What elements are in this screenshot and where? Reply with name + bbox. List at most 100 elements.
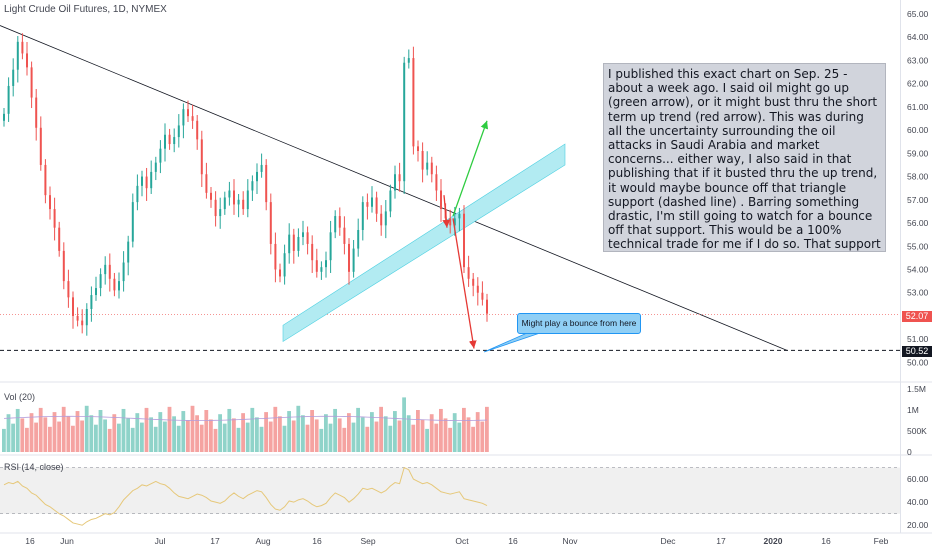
volume-bar xyxy=(38,407,43,452)
volume-bar xyxy=(452,413,457,452)
volume-bar xyxy=(388,425,393,452)
candle-body xyxy=(113,278,116,291)
price-tick-label: 62.00 xyxy=(907,79,929,89)
volume-bar xyxy=(301,415,305,452)
volume-bar xyxy=(29,413,34,452)
candle-body xyxy=(412,58,415,147)
candle-body xyxy=(458,213,461,219)
volume-tick-label: 1M xyxy=(907,405,919,415)
candle-body xyxy=(472,278,475,286)
volume-bar xyxy=(457,422,462,452)
volume-bar xyxy=(291,420,296,452)
annotation-note[interactable]: I published this exact chart on Sep. 25 … xyxy=(603,63,886,252)
volume-bar xyxy=(259,426,264,452)
volume-bar xyxy=(227,408,232,452)
volume-bar xyxy=(278,416,282,452)
volume-bar xyxy=(172,416,176,452)
candle-body xyxy=(108,264,111,279)
candle-body xyxy=(435,174,438,191)
candle-body xyxy=(417,146,419,152)
volume-bar xyxy=(163,421,167,452)
candle-body xyxy=(12,69,15,86)
volume-bar xyxy=(466,417,471,452)
candle-body xyxy=(173,137,176,145)
volume-bar xyxy=(485,406,489,452)
candle-body xyxy=(274,243,277,270)
volume-ma-line xyxy=(3,415,488,421)
volume-bar xyxy=(190,405,195,452)
callout-pointer xyxy=(483,332,541,353)
volume-bar xyxy=(393,411,397,452)
candle-body xyxy=(150,171,153,189)
volume-bar xyxy=(209,419,213,452)
volume-bar xyxy=(140,422,144,452)
volume-bar xyxy=(52,412,57,452)
candle-body xyxy=(389,190,392,212)
candle-body xyxy=(306,232,309,244)
candle-body xyxy=(53,209,56,228)
red-arrow-long xyxy=(452,218,477,349)
volume-bar xyxy=(439,408,443,452)
volume-bar xyxy=(416,410,420,452)
candle-body xyxy=(348,243,350,272)
candle-body xyxy=(81,320,84,326)
candle-body xyxy=(325,260,327,268)
candle-body xyxy=(191,116,194,121)
volume-bar xyxy=(443,418,448,452)
volume-bar xyxy=(176,425,181,452)
volume-bar xyxy=(250,407,255,452)
volume-bar xyxy=(374,421,379,452)
volume-bar xyxy=(66,416,71,452)
volume-bar xyxy=(107,428,112,452)
volume-bar xyxy=(80,420,84,452)
volume-bar xyxy=(71,425,75,452)
candle-body xyxy=(440,190,442,210)
last-price-tag: 52.07 xyxy=(902,311,932,322)
candle-body xyxy=(44,164,47,196)
price-tick-label: 55.00 xyxy=(907,241,929,251)
volume-bar xyxy=(48,426,52,452)
volume-bar xyxy=(2,428,6,452)
volume-bar xyxy=(126,418,130,452)
candle-body xyxy=(361,202,364,230)
volume-bar xyxy=(34,422,38,452)
volume-bar xyxy=(153,426,158,452)
volume-bar xyxy=(89,415,94,452)
volume-bar xyxy=(241,413,245,452)
candle-body xyxy=(256,171,258,182)
candle-body xyxy=(467,267,470,279)
candle-body xyxy=(39,127,42,165)
callout-bubble[interactable]: Might play a bounce from here xyxy=(517,313,641,334)
volume-bar xyxy=(245,422,250,452)
candle-body xyxy=(394,174,396,191)
volume-tick-label: 0 xyxy=(907,447,912,457)
candle-body xyxy=(7,85,10,114)
volume-bar xyxy=(397,420,402,452)
candle-body xyxy=(187,109,189,117)
uptrend-channel xyxy=(282,143,566,343)
volume-bar xyxy=(158,412,163,452)
rsi-tick-label: 40.00 xyxy=(907,497,929,507)
red-arrow-short xyxy=(442,195,451,228)
volume-bar xyxy=(195,415,199,452)
volume-bar xyxy=(305,424,310,452)
candle-body xyxy=(200,139,203,175)
descending-trendline xyxy=(0,25,788,351)
candle-body xyxy=(302,232,304,237)
candle-body xyxy=(421,151,424,170)
candle-body xyxy=(233,190,235,205)
volume-bar xyxy=(434,423,439,452)
price-tick-label: 59.00 xyxy=(907,148,929,158)
candle-body xyxy=(26,53,28,68)
volume-bar xyxy=(94,424,98,452)
time-tick-label: 17 xyxy=(716,536,726,546)
volume-bar xyxy=(213,428,218,452)
volume-bar xyxy=(282,425,287,452)
volume-bar xyxy=(135,413,140,452)
price-tick-label: 64.00 xyxy=(907,32,929,42)
candle-body xyxy=(127,241,130,263)
candle-body xyxy=(311,243,314,261)
candle-body xyxy=(338,216,341,228)
volume-bar xyxy=(181,411,186,452)
